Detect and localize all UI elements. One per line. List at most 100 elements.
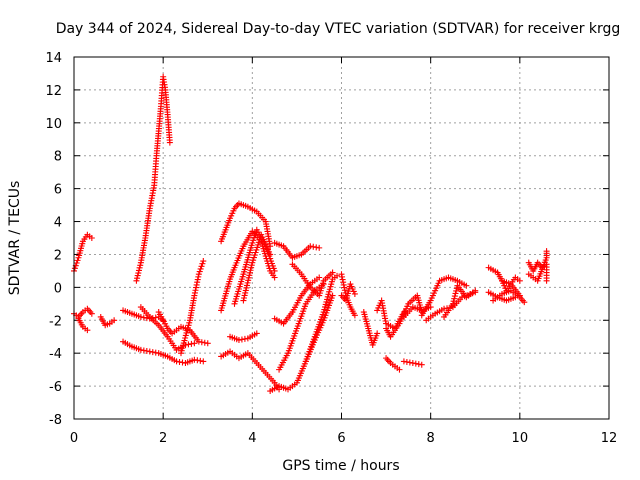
data-point (329, 269, 336, 276)
y-axis-title: SDTVAR / TECUs (7, 181, 23, 296)
data-point (196, 268, 203, 275)
data-point (453, 287, 460, 294)
series-arc-3 (75, 315, 91, 334)
data-point (166, 139, 173, 146)
data-point (543, 248, 550, 255)
series-arc-2 (71, 305, 95, 320)
data-point (329, 292, 336, 299)
series-arc-8 (137, 304, 198, 353)
data-point (73, 260, 80, 267)
data-point (250, 237, 257, 244)
data-point (451, 293, 458, 300)
data-point (543, 277, 550, 284)
data-point (193, 284, 200, 291)
x-tick-labels: 0 2 4 6 8 10 12 (70, 431, 617, 446)
data-point (452, 290, 459, 297)
series-arc-1 (71, 231, 95, 274)
data-point (521, 299, 528, 306)
series-arc-18 (271, 239, 323, 261)
data-point (137, 262, 144, 269)
data-point (451, 295, 458, 302)
data-point (271, 267, 278, 274)
series-arc-28 (383, 355, 403, 373)
series-arc-16 (240, 231, 274, 304)
data-point (463, 282, 470, 289)
data-point (339, 276, 346, 283)
data-point (351, 312, 358, 319)
x-axis-title: GPS time / hours (282, 458, 399, 474)
data-point (191, 292, 198, 299)
data-point (316, 274, 323, 281)
data-point (71, 265, 78, 272)
data-point (160, 317, 167, 324)
series-arc-7 (133, 73, 173, 284)
data-point (338, 271, 345, 278)
series-arc-5 (120, 307, 167, 324)
data-point (111, 317, 118, 324)
data-point (191, 289, 198, 296)
data-point (341, 284, 348, 291)
series-arc-39 (525, 259, 550, 284)
data-point (88, 235, 95, 241)
data-point (341, 287, 348, 294)
data-point (449, 300, 456, 307)
y-tick-label: 4 (54, 216, 62, 231)
data-point (198, 263, 205, 270)
y-tick-label: 12 (45, 84, 62, 99)
x-tick-label: 2 (159, 431, 167, 446)
x-tick-label: 8 (427, 431, 435, 446)
series-arc-17 (267, 272, 341, 395)
data-point (195, 271, 202, 278)
data-point (135, 270, 142, 277)
y-tick-label: 2 (54, 248, 62, 263)
y-tick-label: 10 (45, 117, 62, 132)
data-point (134, 275, 141, 282)
series-arc-21 (289, 261, 336, 299)
y-tick-label: 6 (54, 183, 62, 198)
x-tick-label: 0 (70, 431, 78, 446)
series-arc-29 (400, 358, 425, 368)
data-point (136, 264, 143, 271)
y-tick-label: -8 (49, 413, 62, 428)
y-tick-label: -2 (49, 314, 62, 329)
y-tick-label: 0 (54, 281, 62, 296)
data-point (194, 279, 201, 286)
series-arc-6 (120, 338, 207, 367)
data-point (450, 298, 457, 305)
data-point (88, 310, 95, 317)
series-arc-12 (218, 348, 283, 393)
series-arc-19 (271, 274, 323, 327)
data-point (199, 260, 206, 267)
data-point (200, 358, 207, 365)
x-tick-label: 4 (248, 431, 256, 446)
series-arc-22 (302, 292, 336, 365)
series-arc-36 (499, 274, 523, 294)
data-point (339, 273, 346, 280)
data-point (396, 366, 403, 373)
x-tick-label: 12 (601, 431, 618, 446)
series-arc-25 (360, 309, 381, 348)
series-arc-4 (97, 313, 118, 329)
data-point (351, 290, 358, 297)
data-point (267, 251, 274, 258)
data-point (84, 327, 91, 334)
series-arc-37 (490, 287, 528, 306)
data-point (271, 274, 278, 281)
data-point (200, 258, 207, 265)
chart-title: Day 344 of 2024, Sidereal Day-to-day VTE… (56, 21, 621, 37)
x-tick-label: 6 (337, 431, 345, 446)
series-arc-33 (441, 282, 479, 320)
series-arc-27 (383, 292, 425, 340)
data-point (195, 273, 202, 280)
series-arc-30 (400, 304, 434, 320)
data-point (374, 330, 381, 337)
data-point (194, 276, 201, 283)
data-point (472, 287, 479, 294)
data-point (197, 265, 204, 272)
grid (74, 57, 609, 419)
data-point (340, 281, 347, 288)
data-point (192, 287, 199, 294)
data-point (134, 272, 141, 279)
data-point (418, 361, 425, 368)
